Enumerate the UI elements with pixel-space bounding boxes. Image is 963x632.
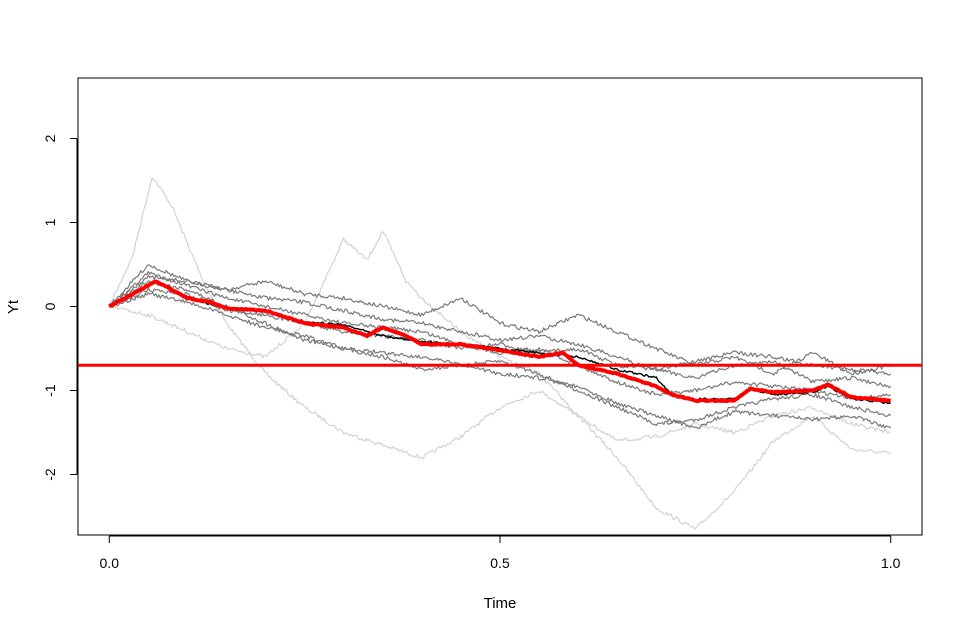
light-path-0 [108, 177, 891, 530]
y-axis-title: Yt [5, 299, 22, 314]
plot-frame [77, 77, 923, 536]
dark-path-4 [109, 271, 892, 400]
y-tick-label: -2 [42, 468, 58, 481]
y-tick-label: 1 [42, 218, 58, 226]
dark-path-7 [108, 292, 892, 430]
y-tick-label: -1 [42, 384, 58, 397]
x-tick-label: 1.0 [881, 555, 901, 571]
mean-path-9 [108, 279, 892, 404]
x-tick-label: 0.5 [490, 555, 510, 571]
x-tick-label: 0.0 [100, 555, 120, 571]
series-layer [78, 177, 922, 530]
dark-path-6 [108, 274, 892, 376]
axes-layer: 0.0 0.5 1.0 -2 -1 0 1 2 [42, 134, 901, 571]
dark-path-2 [109, 264, 892, 376]
y-tick-label: 2 [42, 134, 58, 142]
x-axis-title: Time [484, 595, 517, 612]
light-path-1 [108, 231, 891, 442]
dark-path-3 [108, 280, 892, 427]
y-tick-label: 0 [42, 302, 58, 310]
dark-path-5 [109, 287, 892, 389]
